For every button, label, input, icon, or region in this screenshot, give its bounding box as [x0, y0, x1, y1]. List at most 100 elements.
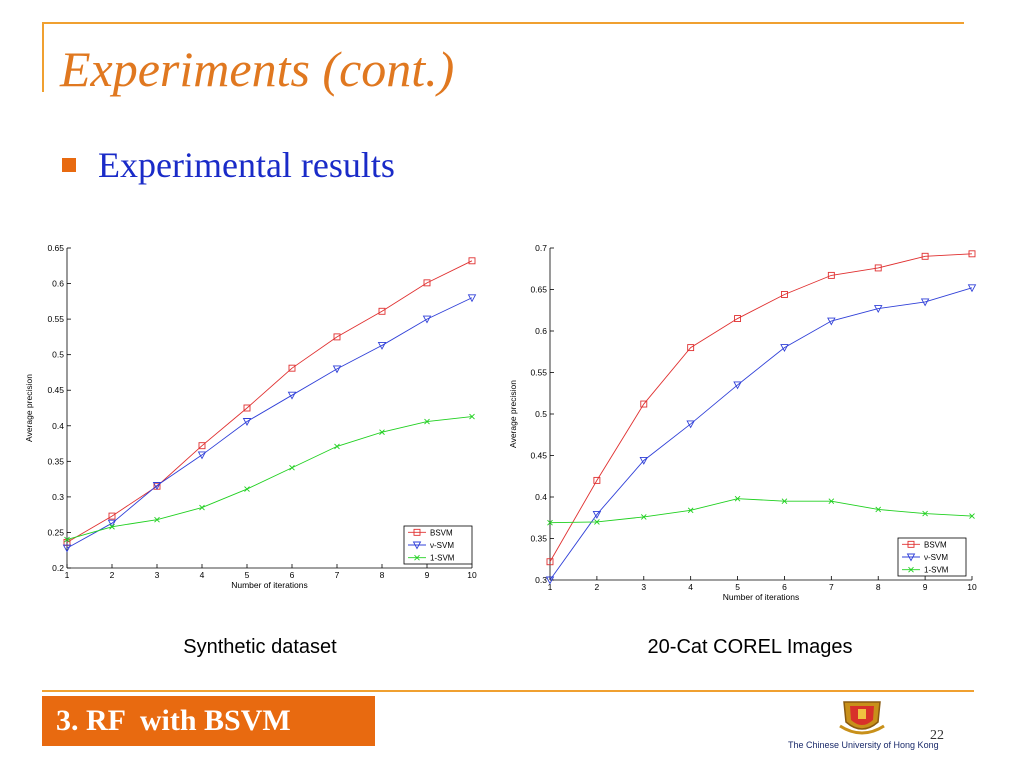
- data-point-svm: [827, 317, 836, 326]
- y-tick-label: 0.25: [47, 527, 64, 537]
- series-line-svm: [66, 297, 473, 549]
- legend-label: ν-SVM: [430, 541, 454, 550]
- bullet-item: Experimental results: [62, 144, 395, 186]
- y-tick-label: 0.55: [530, 368, 547, 378]
- data-point-1svm: [244, 486, 250, 492]
- x-tick-label: 10: [467, 570, 477, 580]
- frame-left-line: [42, 22, 44, 92]
- y-tick-label: 0.5: [52, 350, 64, 360]
- x-axis-label: Number of iterations: [231, 580, 308, 590]
- corel-images-chart: 0.3 0.35 0.4 0.45 0.5 0.55 0.6 0.65 0.7 1 2 3 4 5 6 7 8 9…: [508, 243, 977, 602]
- y-tick-label: 0.45: [47, 385, 64, 395]
- data-point-bsvm: [468, 257, 476, 265]
- data-point-bsvm: [687, 344, 695, 352]
- series-bsvm: [546, 250, 976, 566]
- y-tick-label: 0.4: [535, 492, 547, 502]
- y-tick-label: 0.35: [530, 534, 547, 544]
- legend: BSVM ν-SVM 1-SVM: [403, 525, 473, 565]
- data-point-1svm: [154, 516, 160, 523]
- data-point-bsvm: [288, 364, 296, 372]
- data-point-svm: [920, 298, 930, 307]
- x-tick-label: 3: [641, 582, 646, 592]
- legend-marker: [414, 554, 420, 561]
- x-tick-label: 1: [65, 570, 70, 580]
- data-point-bsvm: [333, 333, 341, 341]
- series-svm: [545, 284, 977, 585]
- data-point-bsvm: [378, 307, 386, 315]
- y-tick-label: 0.7: [535, 243, 547, 253]
- data-point-svm: [967, 284, 977, 293]
- data-point-svm: [780, 344, 789, 353]
- y-tick-label: 0.6: [535, 326, 547, 336]
- data-point-svm: [592, 510, 602, 519]
- legend: BSVM ν-SVM 1-SVM: [897, 537, 967, 577]
- y-tick-label: 0.4: [52, 421, 64, 431]
- data-point-svm: [287, 391, 297, 400]
- data-point-svm: [422, 315, 432, 324]
- footer-line: [42, 690, 974, 692]
- x-tick-label: 2: [110, 570, 115, 580]
- legend-label: BSVM: [924, 540, 947, 549]
- x-tick-label: 3: [155, 570, 160, 580]
- x-tick-label: 2: [595, 582, 600, 592]
- data-point-1svm: [379, 429, 385, 435]
- y-tick-label: 0.3: [52, 492, 64, 502]
- series-line-svm: [549, 287, 973, 581]
- data-point-1svm: [334, 443, 340, 450]
- x-axis-label: Number of iterations: [723, 592, 800, 602]
- data-point-bsvm: [108, 512, 116, 520]
- data-point-svm: [639, 457, 649, 465]
- x-tick-label: 6: [290, 570, 295, 580]
- page-number: 22: [930, 728, 944, 743]
- data-point-1svm: [547, 519, 553, 526]
- legend-label: 1-SVM: [924, 566, 949, 575]
- data-point-svm: [332, 365, 342, 374]
- x-tick-label: 7: [335, 570, 340, 580]
- data-point-svm: [467, 294, 477, 303]
- series-1svm: [547, 495, 975, 526]
- frame-top-line: [42, 22, 964, 24]
- x-tick-label: 4: [688, 582, 693, 592]
- data-point-svm: [152, 482, 162, 490]
- data-point-1svm: [640, 514, 647, 520]
- x-tick-label: 5: [245, 570, 250, 580]
- caption-corel-images: 20-Cat COREL Images: [647, 636, 853, 658]
- series-line-1svm: [66, 416, 473, 540]
- data-point-1svm: [969, 513, 975, 519]
- data-point-1svm: [289, 464, 295, 471]
- data-point-bsvm: [968, 250, 976, 258]
- y-tick-label: 0.55: [47, 314, 64, 324]
- legend-label: BSVM: [430, 528, 453, 537]
- data-point-svm: [62, 544, 72, 553]
- legend-label: 1-SVM: [430, 554, 455, 563]
- data-point-1svm: [687, 507, 694, 514]
- university-name: The Chinese University of Hong Kong: [788, 740, 939, 750]
- data-point-1svm: [734, 495, 741, 502]
- x-tick-label: 6: [782, 582, 787, 592]
- x-tick-label: 4: [200, 570, 205, 580]
- plot-area: [550, 248, 972, 580]
- x-tick-label: 8: [380, 570, 385, 580]
- legend-marker: [413, 528, 421, 536]
- data-point-bsvm: [921, 252, 929, 260]
- legend-label: ν-SVM: [924, 553, 948, 562]
- x-tick-label: 5: [735, 582, 740, 592]
- data-point-svm: [873, 305, 883, 314]
- series-line-bsvm: [549, 253, 973, 562]
- x-tick-label: 10: [967, 582, 977, 592]
- y-axis-label: Average precision: [508, 380, 518, 448]
- data-point-bsvm: [780, 291, 788, 298]
- university-crest-icon: [839, 701, 885, 735]
- slide-title: Experiments (cont.): [60, 41, 455, 97]
- legend-marker: [907, 540, 915, 548]
- y-tick-label: 0.6: [52, 279, 64, 289]
- data-point-bsvm: [593, 476, 601, 484]
- data-point-bsvm: [640, 400, 648, 408]
- data-point-svm: [545, 576, 555, 585]
- data-point-1svm: [875, 506, 882, 513]
- data-point-bsvm: [423, 279, 431, 287]
- data-point-svm: [242, 418, 252, 426]
- data-point-bsvm: [874, 264, 882, 272]
- data-point-1svm: [469, 413, 475, 420]
- data-point-bsvm: [827, 271, 835, 279]
